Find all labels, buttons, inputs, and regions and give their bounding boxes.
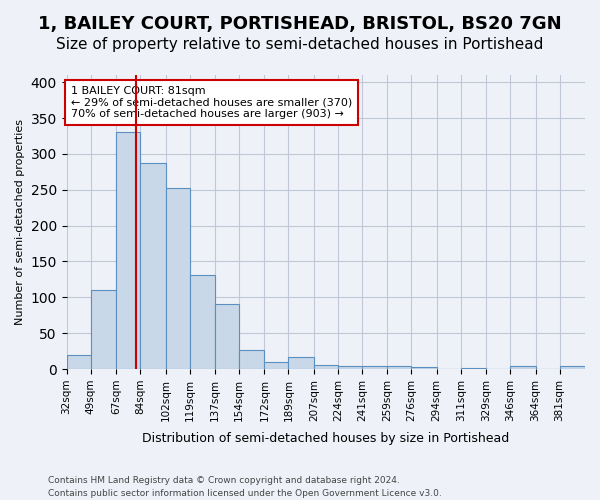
- Bar: [289, 357, 314, 369]
- Bar: [116, 132, 140, 369]
- Bar: [190, 275, 215, 369]
- Bar: [411, 367, 437, 369]
- Text: 1 BAILEY COURT: 81sqm
← 29% of semi-detached houses are smaller (370)
70% of sem: 1 BAILEY COURT: 81sqm ← 29% of semi-deta…: [71, 86, 352, 119]
- Y-axis label: Number of semi-detached properties: Number of semi-detached properties: [15, 119, 25, 325]
- Bar: [461, 368, 486, 369]
- Bar: [314, 364, 338, 369]
- Bar: [91, 290, 116, 369]
- Text: 1, BAILEY COURT, PORTISHEAD, BRISTOL, BS20 7GN: 1, BAILEY COURT, PORTISHEAD, BRISTOL, BS…: [38, 15, 562, 33]
- Text: Contains HM Land Registry data © Crown copyright and database right 2024.: Contains HM Land Registry data © Crown c…: [48, 476, 400, 485]
- Bar: [166, 188, 190, 369]
- Bar: [387, 366, 411, 369]
- Text: Contains public sector information licensed under the Open Government Licence v3: Contains public sector information licen…: [48, 488, 442, 498]
- Bar: [67, 354, 91, 369]
- Bar: [265, 362, 289, 369]
- Bar: [215, 304, 239, 369]
- Bar: [140, 163, 166, 369]
- Bar: [239, 350, 265, 369]
- X-axis label: Distribution of semi-detached houses by size in Portishead: Distribution of semi-detached houses by …: [142, 432, 509, 445]
- Bar: [338, 366, 362, 369]
- Text: Size of property relative to semi-detached houses in Portishead: Size of property relative to semi-detach…: [56, 38, 544, 52]
- Bar: [510, 366, 536, 369]
- Bar: [362, 366, 387, 369]
- Bar: [560, 366, 585, 369]
